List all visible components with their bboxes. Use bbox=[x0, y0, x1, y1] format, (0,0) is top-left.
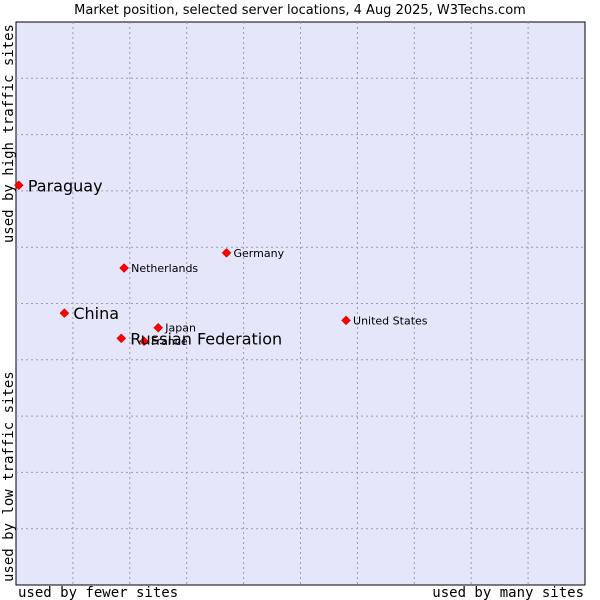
grid bbox=[16, 22, 585, 585]
point-marker-paraguay bbox=[13, 180, 24, 191]
point-marker-japan bbox=[153, 322, 164, 333]
point-label-paraguay: Paraguay bbox=[28, 176, 103, 195]
point-marker-germany bbox=[221, 247, 232, 258]
point-marker-russian-federation bbox=[116, 333, 127, 344]
chart-title: Market position, selected server locatio… bbox=[74, 3, 526, 18]
y-axis-label-high: used by high traffic sites bbox=[1, 24, 17, 243]
y-axis-label-low: used by low traffic sites bbox=[1, 371, 17, 582]
data-points: Paraguay Germany Netherlands China United St… bbox=[13, 176, 428, 348]
x-axis-label-low: used by fewer sites bbox=[18, 585, 178, 600]
point-label-russian-federation: Russian Federation bbox=[130, 329, 282, 348]
point-label-france: France bbox=[151, 335, 188, 348]
x-axis-label-high: used by many sites bbox=[432, 585, 584, 600]
point-marker-united-states bbox=[341, 315, 351, 326]
point-marker-china bbox=[59, 308, 70, 318]
point-label-germany: Germany bbox=[234, 247, 285, 260]
point-marker-france bbox=[139, 336, 149, 347]
point-label-japan: Japan bbox=[164, 322, 196, 335]
point-marker-netherlands bbox=[119, 263, 129, 273]
point-label-netherlands: Netherlands bbox=[131, 262, 198, 275]
point-label-united-states: United States bbox=[353, 314, 428, 327]
point-label-china: China bbox=[73, 304, 119, 323]
